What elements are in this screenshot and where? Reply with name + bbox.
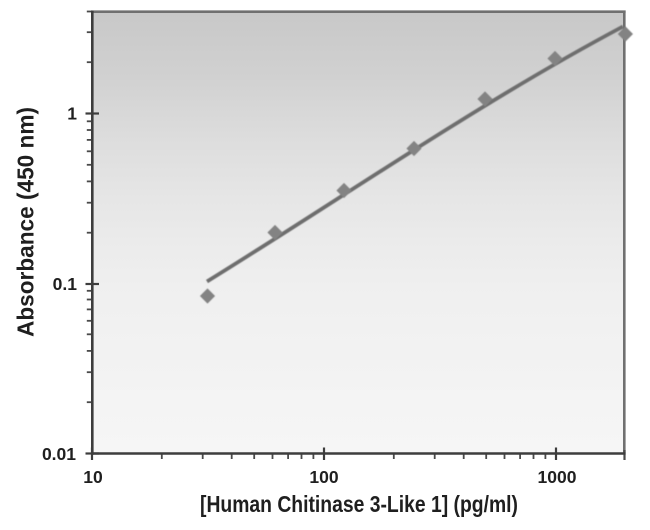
svg-text:0.1: 0.1 xyxy=(53,274,78,294)
svg-text:10: 10 xyxy=(83,467,103,487)
svg-text:100: 100 xyxy=(309,467,338,487)
svg-text:0.01: 0.01 xyxy=(42,444,76,464)
svg-text:[Human Chitinase 3-Like 1] (pg: [Human Chitinase 3-Like 1] (pg/ml) xyxy=(200,491,518,517)
svg-text:1: 1 xyxy=(67,104,77,124)
svg-text:Absorbance (450 nm): Absorbance (450 nm) xyxy=(13,107,39,337)
svg-text:1000: 1000 xyxy=(538,467,577,487)
